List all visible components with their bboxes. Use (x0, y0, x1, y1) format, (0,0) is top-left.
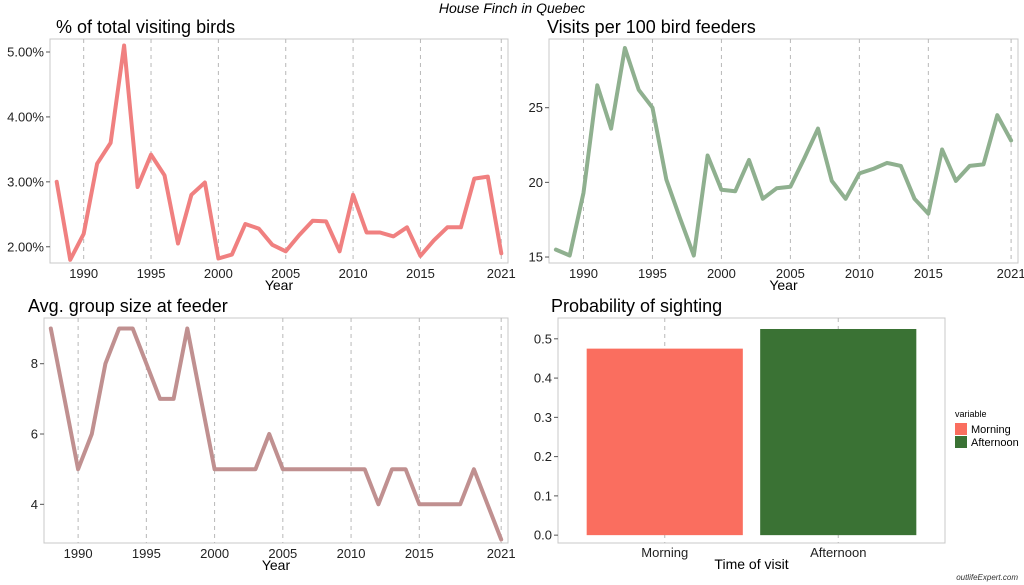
x-tick-label: 1990 (569, 266, 598, 281)
x-tick-label: 2021 (487, 546, 516, 561)
legend: variable Morning Afternoon (955, 409, 1019, 449)
y-tick-label: 15 (529, 250, 543, 265)
figure-title: House Finch in Quebec (439, 0, 585, 16)
plot-border (557, 317, 946, 544)
legend-label-morning: Morning (971, 424, 1011, 436)
legend-title: variable (955, 409, 987, 419)
x-tick-label: 2015 (405, 546, 434, 561)
chart-title: Visits per 100 bird feeders (547, 17, 756, 37)
x-axis-label: Time of visit (714, 556, 788, 572)
x-tick-label: 2010 (845, 266, 874, 281)
y-tick-label: 0.3 (534, 410, 552, 425)
y-tick-label: 0.5 (534, 331, 552, 346)
legend-swatch-morning (955, 423, 967, 435)
x-axis-label: Year (769, 277, 798, 293)
y-tick-label: 4.00% (7, 109, 44, 124)
x-tick-label: 2015 (406, 266, 435, 281)
chart-visits-per-100: Visits per 100 bird feeders 1990 1995 2000… (529, 17, 1024, 293)
x-tick-label: 1990 (69, 266, 98, 281)
series-line (48, 326, 504, 542)
y-tick-label: 0.4 (534, 371, 552, 386)
y-tick-label: 5.00% (7, 44, 44, 59)
x-tick-label: 2010 (339, 266, 368, 281)
x-tick-label: 2021 (997, 266, 1024, 281)
series-line (553, 46, 1014, 258)
y-tick-label: 2.00% (7, 239, 44, 254)
y-tick-label: 4 (31, 497, 38, 512)
x-tick-label: 1995 (638, 266, 667, 281)
bar-afternoon (760, 328, 917, 536)
y-tick-label: 6 (31, 427, 38, 442)
credit-text: outlifeExpert.com (956, 573, 1018, 582)
y-tick-label: 8 (31, 356, 38, 371)
x-tick-label: 2000 (707, 266, 736, 281)
y-tick-label: 0.2 (534, 449, 552, 464)
chart-pct-visiting: % of total visiting birds 1990 1995 2000 20… (7, 17, 516, 293)
x-axis-label: Year (262, 557, 291, 573)
legend-label-afternoon: Afternoon (971, 437, 1019, 449)
x-tick-label: 2000 (200, 546, 229, 561)
y-tick-label: 25 (529, 100, 543, 115)
y-tick-label: 0.1 (534, 488, 552, 503)
y-tick-label: 0.0 (534, 528, 552, 543)
series-line (54, 43, 504, 262)
x-tick-label: Afternoon (810, 545, 866, 560)
chart-title: Probability of sighting (551, 296, 722, 316)
legend-swatch-afternoon (955, 436, 967, 448)
x-tick-label: 2021 (487, 266, 516, 281)
chart-title: Avg. group size at feeder (28, 296, 228, 316)
chart-group-size: Avg. group size at feeder 1990 1995 2000 20… (28, 296, 516, 573)
plot-border (43, 317, 509, 544)
x-axis-label: Year (265, 277, 294, 293)
x-tick-label: 2015 (914, 266, 943, 281)
bar-morning (586, 348, 743, 536)
x-tick-label: 2005 (776, 266, 805, 281)
plot-border (548, 38, 1019, 264)
y-tick-label: 20 (529, 175, 543, 190)
x-tick-label: 2005 (268, 546, 297, 561)
plot-border (49, 38, 509, 264)
x-tick-label: 1995 (132, 546, 161, 561)
chart-probability-sighting: Probability of sighting 0.0 0.1 0.2 0.3 0.4 0… (534, 296, 946, 572)
chart-title: % of total visiting birds (56, 17, 235, 37)
x-tick-label: 1990 (64, 546, 93, 561)
x-tick-label: Morning (641, 545, 688, 560)
x-tick-label: 2005 (271, 266, 300, 281)
x-tick-label: 2000 (204, 266, 233, 281)
x-tick-label: 1995 (137, 266, 166, 281)
y-tick-label: 3.00% (7, 174, 44, 189)
x-tick-label: 2010 (337, 546, 366, 561)
